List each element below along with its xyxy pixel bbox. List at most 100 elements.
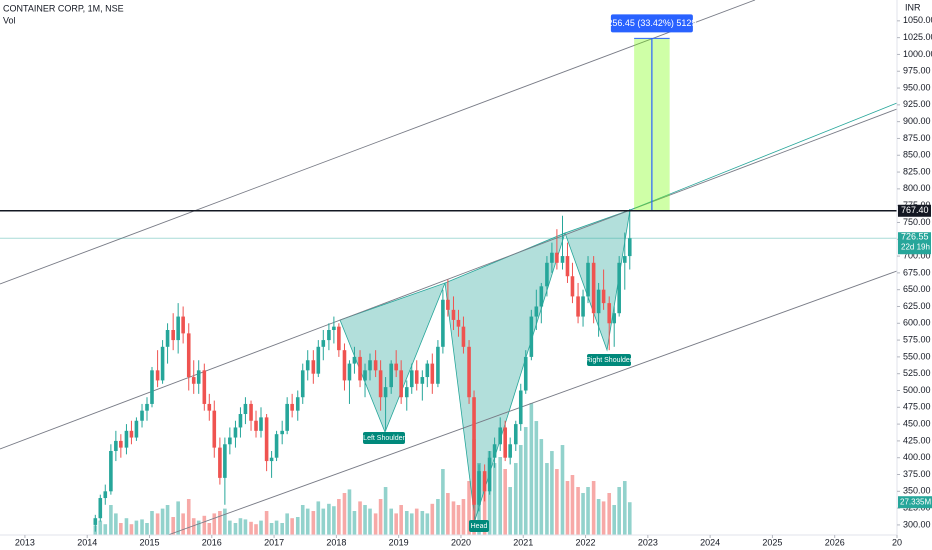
candle-body: [155, 370, 160, 381]
candle-body: [565, 256, 570, 277]
candle-body: [171, 330, 175, 341]
right-shoulder-label-box: [587, 354, 631, 366]
candle-body: [150, 370, 154, 404]
candle-body: [321, 340, 326, 347]
y-tick-label: 375.00: [903, 469, 931, 479]
candle-body: [570, 276, 575, 297]
axis-layer: 300.00325.00350.00375.00400.00425.00450.…: [15, 15, 932, 547]
candle-body: [368, 360, 372, 371]
volume-bar: [622, 481, 627, 535]
volume-bar: [238, 518, 243, 535]
candle-body: [467, 346, 471, 398]
candle-body: [477, 471, 481, 505]
volume-bar: [114, 513, 118, 535]
head-label-box: [469, 520, 489, 532]
volume-bar: [259, 520, 263, 535]
volume-title: Vol: [3, 15, 16, 25]
volume-bar: [404, 511, 409, 535]
volume-bar: [389, 508, 393, 535]
x-tick-label: 2025: [762, 537, 782, 547]
volume-bar: [249, 521, 253, 535]
last-countdown: 22d 19h: [901, 242, 930, 251]
candle-body: [539, 286, 544, 307]
candle-body: [596, 289, 601, 314]
volume-bar: [446, 493, 450, 535]
candle-body: [523, 356, 528, 391]
candle-body: [358, 356, 362, 381]
volume-bar: [134, 520, 139, 535]
candle-body: [316, 346, 321, 374]
candle-body: [160, 346, 165, 381]
candle-body: [181, 316, 185, 334]
y-tick-label: 575.00: [903, 334, 931, 344]
candle-body: [399, 370, 403, 398]
candle-body: [145, 403, 149, 411]
candle-body: [586, 262, 590, 297]
channel-middle: [0, 108, 898, 450]
candle-body: [472, 397, 476, 505]
volume-bar: [196, 520, 201, 535]
x-tick-label: 2021: [513, 537, 533, 547]
candle-body: [622, 256, 627, 263]
volume-bar: [212, 513, 217, 535]
candle-body: [581, 296, 585, 317]
x-tick-label: 2016: [202, 537, 222, 547]
volume-badge-label: 27.335M: [900, 497, 931, 506]
candle-body: [456, 319, 461, 327]
candle-body: [451, 309, 456, 320]
volume-bar: [119, 523, 123, 535]
candle-body: [513, 424, 518, 445]
candle-body: [129, 430, 134, 438]
y-tick-label: 900.00: [903, 116, 931, 126]
candle-body: [430, 363, 435, 384]
volume-bar: [228, 520, 232, 535]
x-tick-label: 20: [892, 537, 902, 547]
volume-bar: [202, 515, 207, 535]
volume-bar: [300, 505, 305, 535]
volume-bar: [352, 511, 357, 535]
y-tick-label: 475.00: [903, 402, 931, 412]
volume-bar: [207, 523, 212, 535]
candle-body: [601, 289, 606, 304]
left-shoulder-label: Left Shoulder: [363, 435, 405, 442]
projection-label-box: [610, 14, 693, 33]
volume-bar: [518, 445, 523, 535]
volume-bar: [492, 463, 497, 535]
y-tick-label: 950.00: [903, 82, 931, 92]
candle-body: [482, 471, 487, 492]
candle-body: [103, 491, 108, 499]
candle-body: [191, 377, 196, 384]
volume-badge: [898, 496, 932, 509]
volume-bar: [332, 506, 336, 535]
x-tick-label: 2022: [576, 537, 596, 547]
candle-body: [591, 262, 596, 314]
volume-bar: [399, 505, 403, 535]
candle-body: [498, 427, 503, 445]
breakout-line: [629, 102, 898, 211]
volume-bar: [503, 469, 507, 535]
y-tick-label: 850.00: [903, 150, 931, 160]
candle-body: [503, 427, 507, 458]
candle-body: [576, 296, 580, 317]
y-tick-label: 450.00: [903, 418, 931, 428]
candle-body: [98, 498, 103, 519]
volume-bar: [254, 524, 258, 535]
candle-body: [264, 417, 269, 462]
candle-body: [363, 370, 367, 381]
left-shoulder-label-box: [363, 432, 405, 444]
volume-bar: [565, 481, 570, 535]
last-badge: [898, 232, 931, 255]
y-tick-label: 675.00: [903, 267, 931, 277]
volume-bar: [290, 518, 294, 535]
volume-bar: [316, 501, 321, 535]
candle-body: [109, 450, 113, 492]
candle-body: [394, 363, 398, 371]
candle-body: [134, 420, 139, 438]
volume-bar: [612, 505, 616, 535]
volume-bar: [591, 481, 596, 535]
candle-body: [389, 363, 393, 388]
candle-body: [347, 363, 352, 381]
x-tick-label: 2023: [638, 537, 658, 547]
volume-bar: [165, 505, 170, 535]
